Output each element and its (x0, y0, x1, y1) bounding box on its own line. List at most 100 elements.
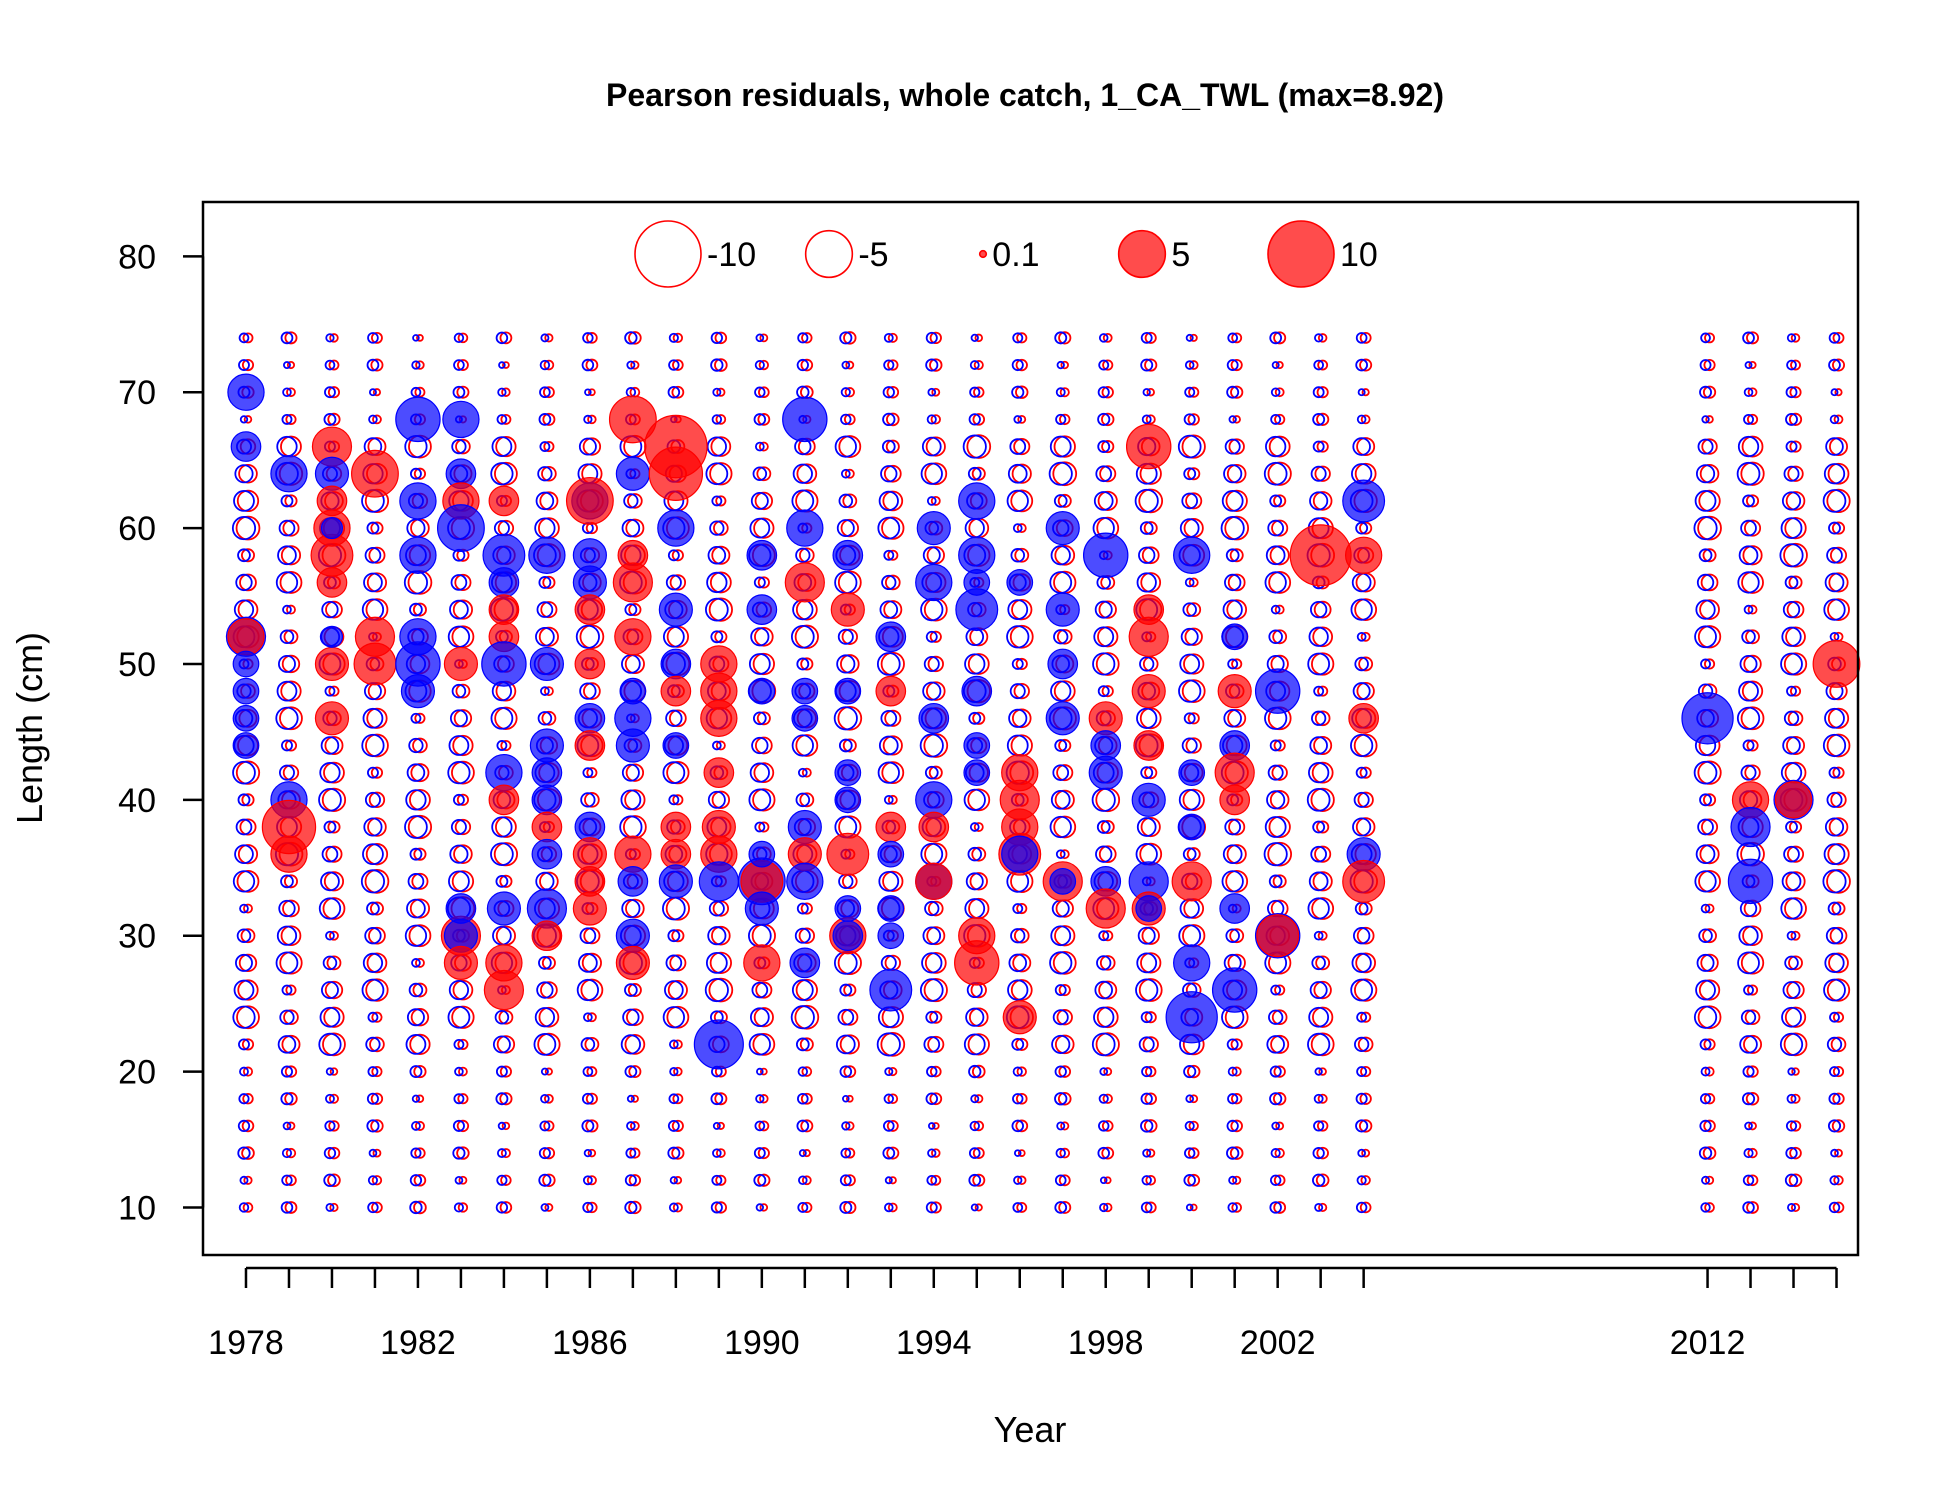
residual-bubble (581, 1092, 594, 1105)
residual-bubble (1740, 461, 1765, 486)
x-tick-label: 1998 (1068, 1324, 1144, 1362)
residual-bubble (1052, 764, 1070, 781)
residual-bubble (278, 654, 296, 673)
residual-bubble (1183, 413, 1196, 426)
residual-bubble (931, 1148, 941, 1158)
residual-bubble (1307, 652, 1331, 676)
residual-bubble (234, 844, 254, 865)
residual-bubble (759, 1203, 769, 1212)
residual-bubble (1314, 465, 1331, 482)
residual-bubble (967, 466, 982, 481)
residual-bubble (1273, 494, 1287, 508)
residual-bubble (1012, 953, 1032, 973)
residual-bubble (1145, 414, 1156, 425)
residual-bubble (1056, 1121, 1066, 1131)
residual-bubble (671, 549, 684, 562)
residual-bubble (537, 711, 553, 726)
residual-bubble (1785, 412, 1798, 426)
residual-bubble (449, 599, 469, 620)
residual-bubble (1178, 788, 1201, 811)
residual-bubble (1704, 1066, 1715, 1077)
residual-bubble (454, 1175, 464, 1185)
residual-bubble (973, 1120, 985, 1132)
negative-residual-bubble (399, 536, 437, 574)
residual-bubble (1790, 1202, 1801, 1213)
residual-bubble (971, 466, 986, 481)
residual-bubble (236, 489, 260, 513)
residual-bubble (372, 414, 382, 425)
residual-bubble (840, 518, 859, 538)
residual-bubble (1101, 440, 1115, 454)
residual-bubble (753, 1173, 767, 1187)
residual-bubble (409, 1065, 423, 1079)
residual-bubble (1015, 1119, 1029, 1133)
residual-bubble (624, 983, 638, 997)
residual-bubble (585, 358, 599, 372)
residual-bubble (448, 979, 470, 1001)
residual-bubble (1267, 519, 1284, 537)
residual-bubble (1698, 979, 1721, 1001)
negative-residual-bubble (698, 861, 739, 902)
residual-bubble (499, 1065, 512, 1078)
residual-bubble (1314, 1067, 1323, 1076)
residual-bubble (450, 574, 468, 591)
residual-bubble (321, 787, 347, 812)
residual-bubble (450, 819, 467, 835)
residual-bubble (1273, 331, 1287, 345)
residual-bubble (371, 1011, 383, 1023)
residual-bubble (930, 414, 941, 425)
residual-bubble (1138, 978, 1163, 1002)
residual-bubble (583, 927, 601, 945)
residual-bubble (233, 979, 255, 1001)
residual-bubble (1225, 548, 1240, 563)
residual-bubble (496, 414, 508, 425)
residual-bubble (795, 1037, 810, 1052)
residual-bubble (362, 707, 384, 729)
residual-bubble (1787, 1067, 1796, 1076)
residual-bubble (1275, 360, 1284, 370)
residual-bubble (974, 1203, 983, 1212)
residual-bubble (1313, 736, 1333, 755)
negative-residual-bubble (531, 838, 563, 870)
residual-bubble (791, 979, 814, 1001)
negative-residual-bubble (1135, 895, 1163, 922)
positive-residual-bubble (1812, 640, 1861, 688)
residual-bubble (409, 898, 431, 919)
residual-bubble (1355, 1092, 1368, 1105)
residual-bubble (452, 385, 466, 399)
y-tick-label: 10 (118, 1189, 156, 1227)
residual-bubble (752, 466, 768, 481)
positive-residual-bubble (614, 618, 652, 656)
residual-bubble (1101, 1146, 1115, 1160)
residual-bubble (1263, 461, 1288, 486)
residual-bubble (1010, 979, 1033, 1001)
residual-bubble (497, 387, 507, 397)
positive-residual-bubble (615, 945, 650, 980)
residual-bubble (704, 977, 729, 1003)
residual-bubble (1699, 844, 1720, 865)
residual-bubble (283, 629, 299, 645)
residual-bubble (542, 575, 556, 589)
negative-residual-bubble (961, 675, 993, 707)
negative-residual-bubble (786, 509, 824, 547)
residual-bubble (322, 1032, 346, 1057)
residual-bubble (323, 412, 337, 426)
residual-bubble (840, 413, 852, 426)
residual-bubble (1095, 845, 1113, 863)
residual-bubble (972, 711, 986, 725)
residual-bubble (1225, 869, 1249, 893)
residual-bubble (1355, 766, 1368, 779)
residual-bubble (1828, 358, 1841, 372)
residual-bubble (748, 788, 772, 812)
residual-bubble (361, 733, 385, 758)
residual-bubble (1009, 683, 1026, 700)
residual-bubble (1099, 465, 1117, 483)
residual-bubble (280, 925, 302, 947)
negative-residual-bubble (877, 840, 905, 868)
positive-residual-bubble (1125, 423, 1172, 470)
residual-bubble (457, 1038, 469, 1050)
residual-bubble (1011, 708, 1032, 729)
residual-bubble (842, 493, 858, 509)
residual-bubble (237, 548, 251, 563)
residual-bubble (1057, 493, 1072, 508)
